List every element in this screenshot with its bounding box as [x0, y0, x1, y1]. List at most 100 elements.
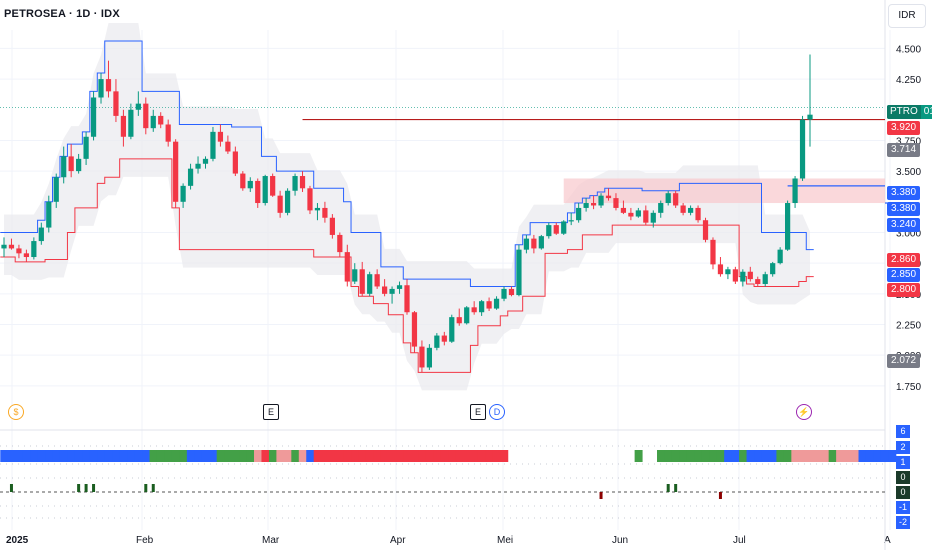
candle-body [68, 156, 74, 172]
heatbar-cell [395, 450, 404, 462]
candle-body [441, 335, 447, 342]
dividend-event-icon[interactable]: D [489, 404, 505, 420]
volatility-cloud [4, 23, 810, 391]
heatbar-cell [171, 450, 180, 462]
last-price-tag: PTRO 01:09:18 [887, 105, 932, 119]
heatbar-cell [701, 450, 710, 462]
x-tick-label: Feb [136, 535, 154, 546]
candle-body [120, 115, 127, 137]
price-tag-3380b: 3.380 [887, 202, 921, 216]
heatbar-cell [776, 450, 785, 462]
heatbar-cell [821, 450, 830, 462]
x-tick-label: Mar [262, 535, 280, 546]
candle-body [628, 212, 634, 217]
candle-body [173, 141, 179, 202]
candle-body [165, 124, 171, 142]
heatbar-cell [343, 450, 352, 462]
heatbar-cell [716, 450, 725, 462]
heatbar-cell [410, 450, 419, 462]
candle-body [531, 238, 537, 249]
heatbar-cell [694, 450, 703, 462]
price-tag-2800: 2.800 [887, 283, 921, 297]
heatbar-cell [268, 450, 277, 462]
candle-body [755, 279, 761, 285]
candle-body [187, 168, 194, 186]
indicator-tag: 6 [896, 425, 910, 438]
candle-body [486, 301, 492, 309]
heatbar-cell [224, 450, 233, 462]
heatbar-cell [798, 450, 807, 462]
candle-body [322, 207, 328, 218]
heatbar-cell [52, 450, 61, 462]
heatbar-cell [500, 450, 509, 462]
heatbar-cell [15, 450, 24, 462]
heatbar-cell [462, 450, 471, 462]
candle-body [128, 109, 134, 137]
candle-body [717, 264, 724, 275]
candle-body [105, 79, 112, 92]
candle-body [419, 346, 425, 368]
candle-body [777, 249, 783, 264]
heatbar-cell [119, 450, 128, 462]
candle-body [314, 207, 321, 211]
heatbar-cell [164, 450, 173, 462]
price-tag-2072: 2.072 [887, 354, 921, 368]
candle-body [479, 301, 485, 313]
candle-body [568, 220, 574, 222]
x-tick-label: Mei [497, 535, 513, 546]
heatbar-cell [373, 450, 382, 462]
currency-label[interactable]: IDR [888, 4, 926, 28]
signal-bar [718, 492, 722, 499]
heatbar-cell [209, 450, 218, 462]
x-tick-label: 2025 [6, 535, 29, 546]
resistance-zone [563, 178, 885, 204]
heatbar-cell [283, 450, 292, 462]
signal-bar [9, 484, 13, 492]
heatbar-cell [313, 450, 322, 462]
candle-body [508, 288, 515, 296]
candle-body [76, 158, 82, 172]
indicator-tag: -1 [896, 501, 910, 514]
lightning-event-icon[interactable]: ⚡ [796, 404, 812, 420]
heatbar-cell [201, 450, 210, 462]
symbol-title[interactable]: PETROSEA · 1D · IDX [4, 8, 120, 20]
signal-bar [92, 484, 96, 492]
heatbar-cell [231, 450, 240, 462]
heatbar-cell [403, 450, 412, 462]
heatbar-cell [724, 450, 733, 462]
heatbar-cell [306, 450, 315, 462]
candle-body [590, 203, 597, 206]
heatbar-cell [97, 450, 106, 462]
candle-body [680, 205, 686, 213]
candle-body [553, 225, 559, 234]
signal-bar [666, 484, 670, 492]
candle-body [38, 227, 44, 242]
heatbar-cell [358, 450, 367, 462]
candle-body [650, 212, 656, 223]
heatbar-cell [783, 450, 792, 462]
earnings-event-icon[interactable]: E [470, 404, 486, 420]
heatbar-cell [433, 450, 442, 462]
dividend-event-icon[interactable]: $ [8, 404, 24, 420]
heatbar-cell [858, 450, 867, 462]
heatbar-cell [671, 450, 680, 462]
signal-bar [674, 484, 678, 492]
candle-body [493, 298, 500, 309]
candle-body [225, 141, 231, 152]
candle-body [456, 317, 462, 324]
candle-body [561, 221, 567, 234]
heatbar-cell [156, 450, 165, 462]
heatbar-cell [746, 450, 755, 462]
candle-body [195, 163, 201, 169]
heatbar-cell [492, 450, 501, 462]
earnings-event-icon[interactable]: E [263, 404, 279, 420]
candle-body [270, 176, 276, 196]
candle-body [426, 347, 433, 368]
heatbar-cell [873, 450, 882, 462]
candle-body [799, 119, 806, 179]
candle-body [83, 136, 89, 159]
heatbar-cell [851, 450, 860, 462]
heatbar-cell [813, 450, 822, 462]
candle-body [411, 312, 418, 347]
